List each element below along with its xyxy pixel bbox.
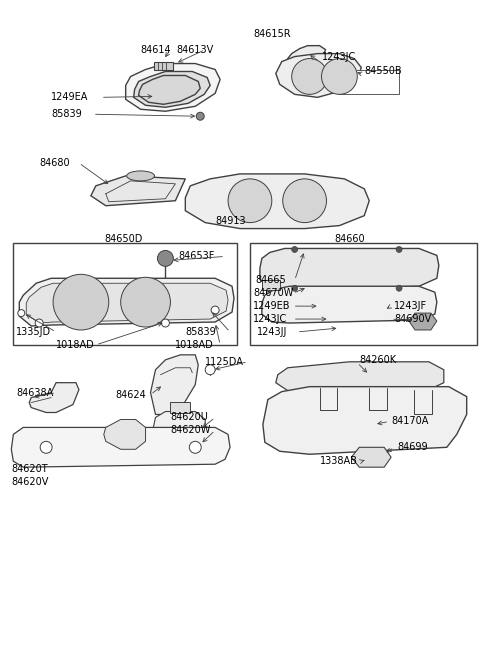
Polygon shape [351,447,391,467]
Text: 84690V: 84690V [394,314,432,324]
Bar [13,244,237,345]
Text: 85839: 85839 [51,109,82,119]
Text: 1125DA: 1125DA [205,357,244,367]
Text: 84670W: 84670W [253,288,293,298]
Circle shape [189,441,201,453]
Circle shape [157,250,173,267]
Text: 84615R: 84615R [253,29,290,39]
Circle shape [18,310,25,316]
Text: 84620W: 84620W [170,425,211,436]
Text: 84620T: 84620T [12,464,48,474]
Text: 84665: 84665 [255,275,286,286]
Text: 1243JF: 1243JF [394,301,427,311]
Text: 85839: 85839 [185,327,216,337]
Polygon shape [133,71,210,107]
Circle shape [35,319,43,327]
Polygon shape [409,313,437,330]
Text: 84620V: 84620V [12,477,48,487]
Polygon shape [262,286,437,323]
Text: 1335JD: 1335JD [16,327,51,337]
Bar [170,402,190,413]
Text: 1338AB: 1338AB [320,457,358,466]
Text: 1249EA: 1249EA [51,92,88,102]
Circle shape [211,306,219,314]
Text: 1018AD: 1018AD [175,340,214,350]
Text: 84653F: 84653F [179,252,215,261]
Text: 84624: 84624 [116,390,146,400]
Polygon shape [19,278,234,326]
Text: 84620U: 84620U [170,413,208,422]
Text: 1243JC: 1243JC [253,314,287,324]
Circle shape [292,58,327,94]
Circle shape [396,285,402,291]
Polygon shape [185,174,369,229]
Polygon shape [260,248,439,290]
Text: 84614: 84614 [141,45,171,54]
Text: 84680: 84680 [39,158,70,168]
Polygon shape [262,280,280,290]
Polygon shape [276,54,361,98]
Polygon shape [12,428,230,467]
Text: 1018AD: 1018AD [56,340,95,350]
Text: 84913: 84913 [215,215,246,225]
Bar [250,244,477,345]
Circle shape [322,58,357,94]
Circle shape [205,365,215,375]
Circle shape [53,274,109,330]
Polygon shape [126,64,220,111]
Polygon shape [29,383,79,413]
Text: 1243JC: 1243JC [322,52,356,62]
Text: 84170A: 84170A [391,417,429,426]
Polygon shape [139,75,200,104]
Text: 1243JJ: 1243JJ [257,327,287,337]
Circle shape [292,285,298,291]
Text: 84650D: 84650D [105,234,143,244]
Polygon shape [276,362,444,392]
Polygon shape [263,386,467,455]
Polygon shape [151,355,198,415]
Polygon shape [288,46,325,65]
Circle shape [283,179,326,223]
Circle shape [396,246,402,252]
Polygon shape [91,176,185,206]
Circle shape [196,112,204,121]
Circle shape [120,277,170,327]
Circle shape [292,246,298,252]
Text: 84550B: 84550B [364,67,402,77]
Circle shape [228,179,272,223]
Bar [339,69,399,94]
Ellipse shape [127,171,155,181]
Text: 84660: 84660 [335,234,365,244]
Text: 84613V: 84613V [176,45,214,54]
Circle shape [161,319,169,327]
Circle shape [40,441,52,453]
Polygon shape [104,419,145,449]
Polygon shape [26,283,228,323]
Bar [154,62,173,71]
Text: 84699: 84699 [397,442,428,453]
Text: 1249EB: 1249EB [253,301,290,311]
Text: 84260K: 84260K [360,355,396,365]
Text: 84638A: 84638A [16,388,54,398]
Polygon shape [153,411,205,452]
